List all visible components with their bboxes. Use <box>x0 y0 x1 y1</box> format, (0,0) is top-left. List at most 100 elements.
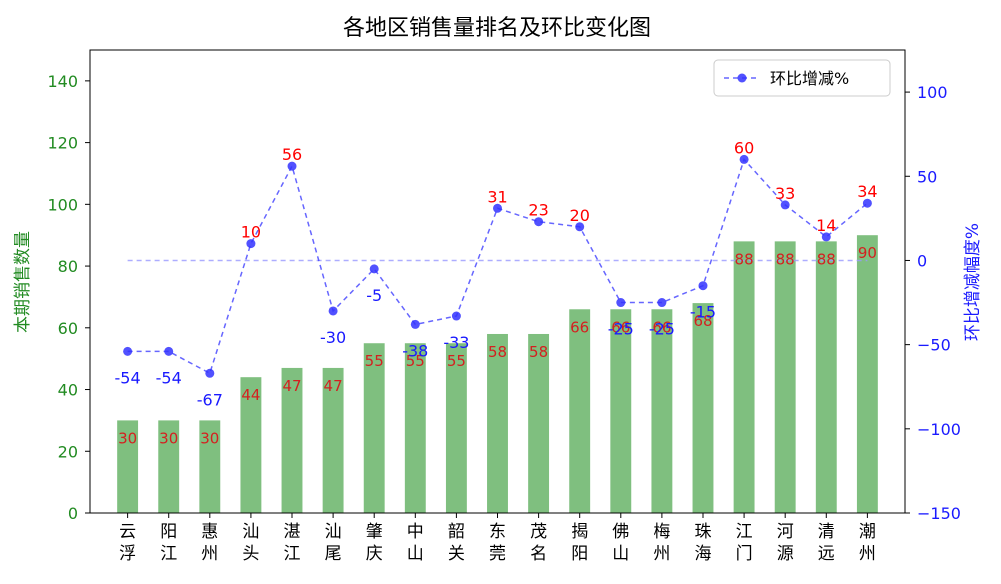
y-left-tick-label: 140 <box>47 72 78 91</box>
x-tick-label: 中山 <box>407 522 424 564</box>
x-tick-label-char: 惠 <box>201 522 218 542</box>
bar <box>363 343 385 513</box>
bar-value-label: 47 <box>324 377 343 395</box>
line-point <box>123 346 133 356</box>
line-value-label: 33 <box>775 184 795 203</box>
x-tick-label-char: 中 <box>407 522 424 542</box>
line-point <box>534 217 544 227</box>
bar-value-label: 30 <box>159 429 178 447</box>
line-point <box>369 264 379 274</box>
x-tick-label-char: 关 <box>448 544 465 564</box>
y-right-tick-label: 100 <box>917 83 948 102</box>
bar <box>651 309 673 513</box>
x-tick-label: 珠海 <box>694 522 711 564</box>
bar <box>445 343 467 513</box>
y-right-tick-label: 0 <box>917 251 927 270</box>
x-tick-label: 韶关 <box>448 522 465 564</box>
bar-value-label: 55 <box>447 352 466 370</box>
x-tick-label-char: 梅 <box>653 522 670 542</box>
x-tick-label-char: 河 <box>777 522 794 542</box>
bar-value-label: 58 <box>488 343 507 361</box>
x-tick-label-char: 清 <box>818 522 835 542</box>
bar-value-label: 30 <box>118 429 137 447</box>
bar <box>322 367 344 513</box>
x-tick-label-char: 湛 <box>284 522 301 542</box>
y-left-tick-label: 120 <box>47 134 78 153</box>
x-tick-label-char: 浮 <box>119 544 136 564</box>
bar <box>569 309 591 513</box>
x-tick-label-char: 莞 <box>489 544 506 564</box>
x-tick-label: 江门 <box>736 522 753 564</box>
x-tick-label: 梅州 <box>653 522 670 564</box>
line-value-label: -54 <box>115 368 141 387</box>
line-point <box>410 319 420 329</box>
bar-value-label: 58 <box>529 343 548 361</box>
x-tick-label-char: 山 <box>612 544 629 564</box>
line-point <box>657 298 667 308</box>
x-tick-label-char: 源 <box>777 544 794 564</box>
y-left-tick-label: 60 <box>58 319 78 338</box>
bar <box>733 241 755 513</box>
x-tick-label-char: 江 <box>160 544 177 564</box>
bar <box>692 303 714 513</box>
line-value-label: -54 <box>156 368 182 387</box>
line-value-label: -38 <box>402 341 428 360</box>
x-tick-label: 汕尾 <box>325 522 342 564</box>
line-value-label: -25 <box>608 320 634 339</box>
legend-label: 环比增减% <box>770 69 849 88</box>
bar <box>856 235 878 513</box>
line-value-label: 60 <box>734 138 754 157</box>
bar-value-label: 88 <box>776 250 795 268</box>
x-tick-label-char: 名 <box>530 544 547 564</box>
legend[interactable]: 环比增减% <box>713 59 891 97</box>
y-right-tick-label: −50 <box>917 336 951 355</box>
x-tick-label-char: 阳 <box>571 544 588 564</box>
bar-value-label: 88 <box>817 250 836 268</box>
x-tick-label: 茂名 <box>530 522 547 564</box>
line-point <box>205 368 215 378</box>
bar <box>404 343 426 513</box>
line-value-label: -15 <box>690 303 716 322</box>
chart-title: 各地区销售量排名及环比变化图 <box>343 16 651 41</box>
bar-value-label: 66 <box>652 318 671 336</box>
x-tick-label: 河源 <box>777 522 794 564</box>
x-tick-label-char: 东 <box>489 522 506 542</box>
x-tick-label-char: 州 <box>201 544 218 564</box>
legend-marker-swatch <box>737 73 747 83</box>
x-tick-label-char: 江 <box>736 522 753 542</box>
x-tick-label-char: 茂 <box>530 522 547 542</box>
line-value-label: 56 <box>282 145 302 164</box>
bar <box>117 420 139 513</box>
bar-value-label: 66 <box>611 318 630 336</box>
y-right-tick-label: −150 <box>917 504 961 523</box>
x-tick-label: 云浮 <box>119 522 136 564</box>
x-tick-label-char: 汕 <box>242 522 259 542</box>
axes-layer: 020406080100120140−150−100−50050100云浮阳江惠… <box>47 49 961 564</box>
bar-value-label: 47 <box>282 377 301 395</box>
line-point <box>575 222 585 232</box>
y-left-tick-label: 20 <box>58 442 78 461</box>
line-value-label: 14 <box>816 216 836 235</box>
x-tick-label-char: 珠 <box>694 522 711 542</box>
line-point <box>780 200 790 210</box>
line-value-label: -30 <box>320 328 346 347</box>
x-tick-label-char: 汕 <box>325 522 342 542</box>
x-tick-label-char: 阳 <box>160 522 177 542</box>
line-point <box>739 154 749 164</box>
x-tick-label: 汕头 <box>242 522 259 564</box>
y-left-tick-label: 100 <box>47 195 78 214</box>
x-tick-label-char: 揭 <box>571 522 588 542</box>
x-tick-label-char: 门 <box>736 544 753 564</box>
x-tick-label-char: 远 <box>818 544 835 564</box>
x-tick-label: 揭阳 <box>571 522 588 564</box>
line-point <box>698 281 708 291</box>
bar-value-label: 44 <box>241 386 260 404</box>
bar-value-label: 66 <box>570 318 589 336</box>
x-tick-label-char: 江 <box>284 544 301 564</box>
bar <box>158 420 180 513</box>
line-layer <box>123 154 872 378</box>
line-value-label: 34 <box>857 182 877 201</box>
line-point <box>616 298 626 308</box>
